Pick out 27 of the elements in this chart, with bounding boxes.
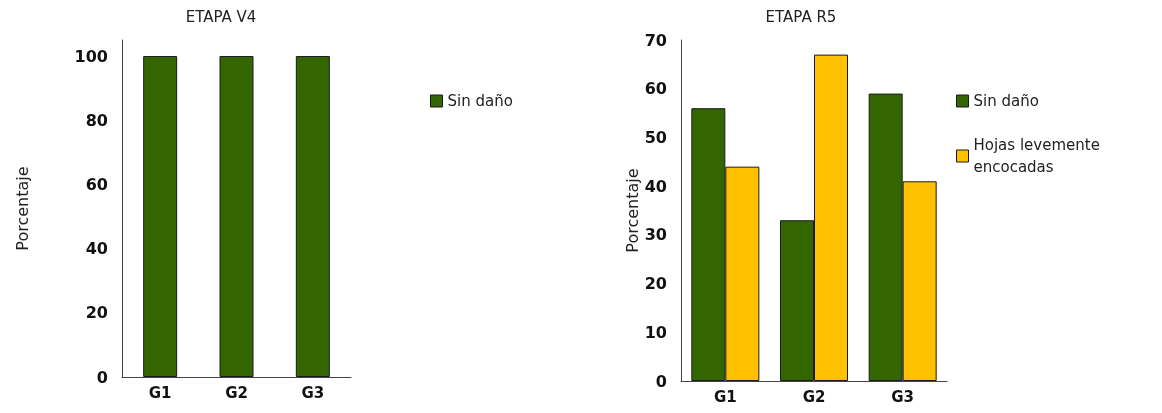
x-tick-label: G3 bbox=[301, 383, 325, 402]
y-axis-title: Porcentaje bbox=[623, 168, 643, 253]
y-tick-label: 20 bbox=[644, 274, 667, 294]
y-tick-label: 60 bbox=[644, 79, 667, 99]
y-tick-label: 80 bbox=[85, 110, 108, 130]
legend-label: Sin daño bbox=[447, 92, 513, 110]
y-tick-label: 100 bbox=[74, 46, 108, 66]
y-tick-label: 0 bbox=[96, 367, 108, 387]
y-axis-title: Porcentaje bbox=[12, 166, 32, 251]
y-tick-label: 40 bbox=[644, 176, 667, 196]
y-tick-label: 10 bbox=[644, 322, 667, 342]
legend-label: Sin daño bbox=[973, 92, 1039, 110]
y-tick-label: 50 bbox=[644, 127, 667, 147]
y-tick-label: 20 bbox=[85, 303, 108, 323]
y-tick-label: 30 bbox=[644, 225, 667, 245]
y-tick-label: 40 bbox=[85, 239, 108, 259]
x-tick-label: G2 bbox=[225, 383, 248, 402]
chart-title: ETAPA V4 bbox=[185, 7, 257, 26]
y-tick-label: 0 bbox=[655, 371, 667, 391]
x-tick-label: G3 bbox=[891, 387, 915, 406]
x-tick-label: G1 bbox=[713, 387, 737, 406]
x-tick-label: G2 bbox=[802, 387, 826, 406]
x-tick-label: G1 bbox=[148, 383, 172, 402]
y-tick-label: 60 bbox=[85, 174, 108, 194]
y-tick-label: 70 bbox=[644, 30, 667, 50]
chart-title: ETAPA R5 bbox=[765, 7, 837, 26]
legend-label: Hojas levemente encocadas bbox=[973, 136, 1100, 176]
